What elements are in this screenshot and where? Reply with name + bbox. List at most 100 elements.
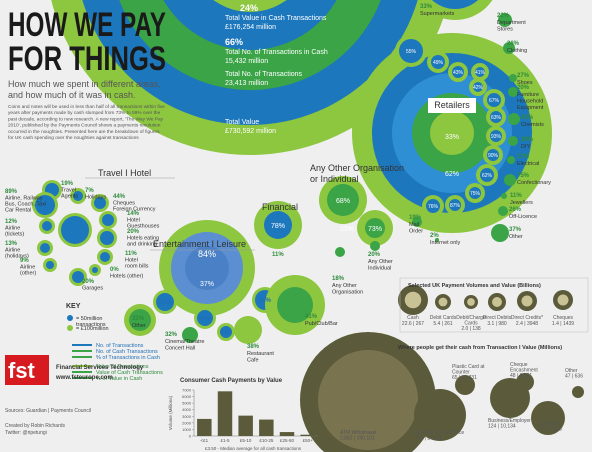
label: Business/Employer: [488, 418, 531, 424]
label: Debit Cards: [430, 315, 457, 321]
label: Retailers: [434, 100, 470, 110]
label: Hotels eating: [127, 236, 159, 242]
label: 73%: [368, 226, 382, 233]
label: 89%: [259, 298, 272, 304]
label: Stores: [497, 27, 513, 33]
label: Encashment: [510, 368, 538, 374]
label: Any Other Organisation: [310, 163, 404, 173]
label: (other): [20, 271, 36, 277]
circle: [318, 350, 418, 450]
label: Garages: [82, 286, 103, 292]
label: 93%: [491, 134, 502, 140]
circle: [129, 309, 151, 331]
payments-box: [399, 277, 589, 333]
label: 4000: [182, 407, 192, 412]
circle: [449, 199, 461, 211]
label: 41%: [475, 70, 486, 76]
label: 0: [189, 434, 192, 439]
circle: [508, 113, 520, 125]
label: Debit/Charge: [456, 315, 486, 321]
label: Supermarkets: [420, 11, 454, 17]
label: 84%: [198, 249, 216, 259]
label: 38%: [247, 344, 260, 350]
circle: [498, 206, 508, 216]
circle: [490, 130, 502, 142]
circle: [508, 87, 518, 97]
label: £730,592 million: [225, 128, 276, 135]
circle: [100, 231, 114, 245]
circle: [557, 294, 569, 306]
label: Car Rental: [5, 208, 31, 214]
circle: [487, 93, 501, 107]
circle: [491, 224, 509, 242]
label: Financial: [262, 202, 298, 212]
circle: [264, 211, 292, 239]
label: Entertainment I Leisure: [153, 239, 246, 249]
label: 2.4 | 3948: [516, 321, 538, 327]
label: and how much of it was in cash.: [8, 90, 136, 100]
label: Order: [409, 229, 423, 235]
label: 20%: [82, 279, 95, 285]
label: Bus, Coach, Taxi: [5, 202, 46, 208]
label: Clothing: [507, 48, 527, 54]
circle: [490, 111, 502, 123]
label: Shoes: [517, 80, 533, 86]
label: Agents: [61, 194, 78, 200]
bar: [238, 415, 253, 436]
label: 15,432 million: [225, 58, 268, 65]
label: 20%: [127, 229, 140, 235]
label: or Individual: [310, 174, 359, 184]
label: 43%: [453, 70, 464, 76]
circle: [487, 149, 499, 161]
label: Off-Licence: [509, 214, 537, 220]
label: How much we spent in different areas,: [8, 79, 161, 89]
label: HOW WE PAY: [8, 6, 166, 44]
label: 33%: [420, 4, 433, 10]
label: 87%: [450, 203, 461, 209]
label: % of Value in Cash: [96, 376, 142, 382]
label: Electrical: [517, 161, 539, 167]
circle: [498, 13, 512, 27]
circle: [501, 193, 507, 199]
label: 19%: [61, 181, 74, 187]
retail-box: [428, 98, 476, 113]
label: www.fsteurope.com: [55, 375, 113, 381]
label: Hotel: [125, 258, 138, 264]
label: Counter: [452, 370, 470, 376]
label: Total No. of Transactions in Cash: [225, 49, 328, 56]
logo-box: [5, 355, 49, 385]
label: Holidays: [85, 195, 106, 201]
label: 23,413 million: [225, 80, 268, 87]
circle: [365, 218, 385, 238]
circle: [370, 241, 380, 251]
label: Hotel: [127, 218, 140, 224]
circle: [94, 197, 106, 209]
bar: [259, 419, 274, 436]
label: Other: [509, 234, 523, 240]
label: 75%: [517, 173, 530, 179]
label: Confectionary: [517, 180, 551, 186]
label: Foreign Currency: [113, 207, 156, 213]
label: 19%: [409, 215, 422, 221]
label: Volume (Millions): [168, 395, 173, 430]
label: 124 | 10,134: [488, 424, 516, 430]
label: 14%: [127, 211, 140, 217]
circle: [35, 195, 55, 215]
label: 22.6 | 267: [402, 321, 424, 327]
label: Other: [132, 323, 146, 329]
circle: [509, 74, 517, 82]
circle: [531, 401, 565, 435]
label: and drinking: [127, 242, 157, 248]
label: No. of Transactions: [96, 343, 144, 349]
label: 49%: [433, 60, 444, 66]
label: 62%: [445, 171, 459, 178]
label: Internet only: [430, 240, 461, 246]
circle: [430, 111, 474, 155]
circle: [431, 0, 479, 9]
label: 41%: [305, 314, 318, 320]
label: KEY: [66, 303, 81, 310]
label: 9%: [20, 258, 29, 264]
label: 29%: [521, 137, 534, 143]
label: 42%: [473, 85, 484, 91]
